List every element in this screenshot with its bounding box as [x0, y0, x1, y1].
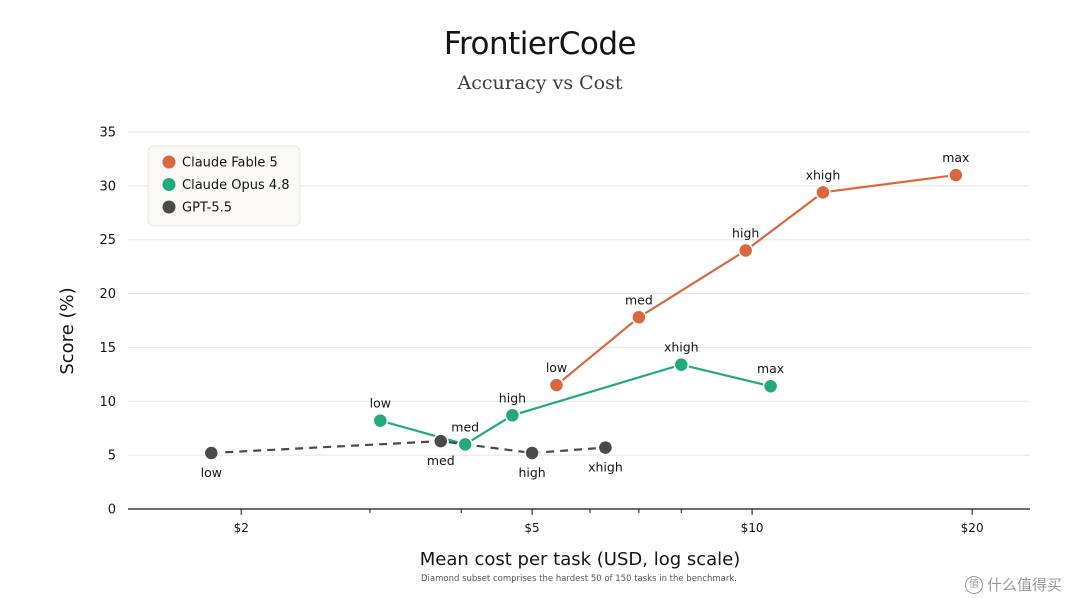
legend: Claude Fable 5 Claude Opus 4.8 GPT-5.5: [147, 145, 301, 227]
series-line: [380, 363, 771, 446]
point-label: xhigh: [588, 460, 623, 475]
y-tick-label: 30: [99, 179, 116, 194]
series-point: [631, 309, 647, 326]
series-point: [762, 378, 779, 394]
point-label: low: [546, 360, 567, 375]
series-point: [548, 377, 565, 393]
series-point: [372, 412, 389, 429]
point-label: med: [451, 419, 479, 434]
point-label: low: [201, 465, 222, 480]
series-point: [203, 445, 220, 461]
label-layer: low med high xhigh max low med high xhigh max low m…: [201, 150, 970, 480]
series-point: [433, 433, 449, 449]
point-label: high: [518, 465, 545, 480]
y-tick-label: 20: [99, 287, 116, 302]
series-point: [948, 167, 964, 183]
x-tick-label: $5: [524, 521, 539, 535]
series-point: [737, 242, 754, 259]
series-line: [555, 173, 956, 386]
y-tick-label: 15: [99, 341, 116, 356]
value-circle-icon: 值: [964, 575, 983, 594]
point-label: max: [942, 150, 969, 165]
point-label: med: [625, 292, 653, 307]
chart-title: FrontierCode: [443, 26, 637, 62]
x-axis-title: Mean cost per task (USD, log scale): [420, 549, 741, 570]
y-tick-label: 25: [99, 233, 116, 248]
axis-layer: 0 5 10 15 20 25 30 35 $2 $5 $10 $20: [99, 126, 1030, 535]
legend-label: Claude Opus 4.8: [182, 178, 290, 193]
point-label: high: [499, 390, 526, 405]
y-tick-label: 0: [108, 503, 116, 518]
x-tick-label: $10: [741, 521, 764, 535]
x-tick-label: $20: [961, 521, 984, 535]
legend-marker: [162, 155, 176, 169]
y-tick-label: 5: [108, 449, 116, 464]
legend-box: [147, 145, 301, 227]
series-point: [457, 436, 473, 453]
watermark-text: 什么值得买: [986, 576, 1062, 594]
y-tick-label: 35: [99, 126, 116, 141]
y-tick-label: 10: [99, 395, 116, 410]
series-line: [211, 440, 606, 455]
y-axis-title: Score (%): [57, 287, 78, 374]
x-tick-label: $2: [234, 521, 249, 535]
legend-marker: [162, 200, 176, 214]
point-label: xhigh: [664, 340, 699, 355]
series-point: [815, 184, 831, 201]
series-layer: [203, 167, 964, 461]
watermark: 值 什么值得买: [964, 574, 1062, 595]
point-label: low: [370, 396, 391, 411]
legend-label: Claude Fable 5: [182, 156, 278, 171]
footnote: Diamond subset comprises the hardest 50 …: [420, 574, 737, 584]
point-label: high: [732, 225, 759, 240]
series-point: [597, 439, 614, 456]
point-label: med: [427, 453, 455, 468]
chart-subtitle: Accuracy vs Cost: [457, 72, 623, 94]
legend-label: GPT-5.5: [182, 201, 232, 216]
series-point: [524, 445, 540, 461]
point-label: xhigh: [806, 167, 841, 182]
series-point: [504, 407, 521, 424]
point-label: max: [757, 361, 784, 376]
series-point: [673, 356, 690, 373]
legend-marker: [162, 178, 176, 191]
